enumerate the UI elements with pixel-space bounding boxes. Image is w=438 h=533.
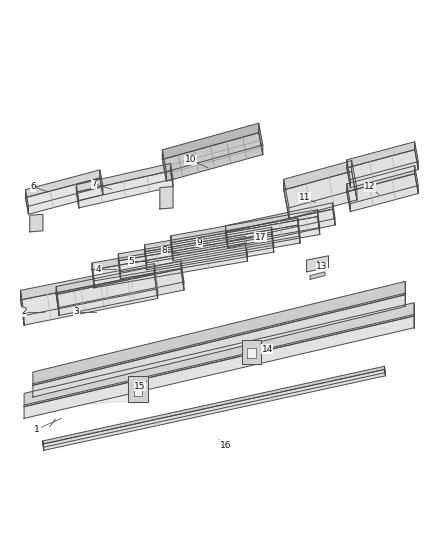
Text: 17: 17 bbox=[255, 233, 266, 241]
Text: 4: 4 bbox=[96, 265, 101, 273]
Polygon shape bbox=[134, 384, 142, 396]
Polygon shape bbox=[298, 218, 300, 243]
Text: 14: 14 bbox=[261, 345, 273, 353]
Polygon shape bbox=[333, 203, 335, 225]
Polygon shape bbox=[347, 184, 350, 212]
Text: 15: 15 bbox=[134, 382, 146, 391]
Polygon shape bbox=[347, 160, 350, 188]
Polygon shape bbox=[118, 234, 274, 279]
Polygon shape bbox=[272, 227, 274, 252]
Polygon shape bbox=[307, 256, 328, 272]
Polygon shape bbox=[247, 348, 256, 358]
Polygon shape bbox=[77, 164, 171, 192]
Polygon shape bbox=[347, 166, 415, 192]
Polygon shape bbox=[56, 287, 59, 316]
Text: 13: 13 bbox=[316, 262, 328, 271]
Polygon shape bbox=[100, 170, 103, 195]
Polygon shape bbox=[162, 133, 263, 181]
Polygon shape bbox=[43, 369, 385, 450]
Polygon shape bbox=[226, 225, 228, 248]
Polygon shape bbox=[145, 245, 147, 270]
Polygon shape bbox=[118, 254, 120, 279]
Polygon shape bbox=[21, 264, 154, 300]
Text: 8: 8 bbox=[161, 246, 167, 255]
Polygon shape bbox=[259, 123, 263, 155]
Polygon shape bbox=[77, 185, 79, 208]
Polygon shape bbox=[25, 170, 100, 198]
Polygon shape bbox=[162, 150, 166, 181]
Polygon shape bbox=[154, 264, 158, 298]
Polygon shape bbox=[284, 171, 357, 219]
Polygon shape bbox=[347, 150, 418, 188]
Polygon shape bbox=[77, 171, 173, 208]
Polygon shape bbox=[21, 273, 158, 325]
Polygon shape bbox=[318, 209, 320, 235]
Polygon shape bbox=[415, 166, 418, 193]
Polygon shape bbox=[347, 142, 415, 168]
Polygon shape bbox=[30, 214, 43, 232]
Polygon shape bbox=[284, 160, 352, 190]
Polygon shape bbox=[162, 123, 259, 159]
Text: 16: 16 bbox=[220, 441, 231, 449]
Polygon shape bbox=[92, 263, 94, 288]
Polygon shape bbox=[284, 179, 289, 219]
Polygon shape bbox=[33, 281, 405, 385]
Polygon shape bbox=[24, 316, 414, 418]
Polygon shape bbox=[33, 295, 405, 397]
Polygon shape bbox=[56, 269, 184, 316]
Polygon shape bbox=[171, 164, 173, 187]
Polygon shape bbox=[128, 376, 148, 402]
Polygon shape bbox=[145, 225, 300, 270]
Text: 7: 7 bbox=[91, 180, 97, 188]
Polygon shape bbox=[92, 243, 247, 288]
Polygon shape bbox=[171, 236, 173, 261]
Polygon shape bbox=[118, 227, 272, 261]
Polygon shape bbox=[415, 142, 418, 169]
Polygon shape bbox=[56, 261, 181, 295]
Text: 2: 2 bbox=[21, 308, 27, 316]
Polygon shape bbox=[352, 160, 357, 200]
Polygon shape bbox=[145, 218, 298, 252]
Polygon shape bbox=[21, 290, 24, 325]
Polygon shape bbox=[24, 303, 414, 407]
Text: 3: 3 bbox=[74, 308, 80, 316]
Polygon shape bbox=[181, 261, 184, 290]
Text: 6: 6 bbox=[30, 182, 36, 191]
Polygon shape bbox=[25, 178, 103, 214]
Polygon shape bbox=[43, 366, 385, 444]
Polygon shape bbox=[226, 209, 335, 248]
Text: 10: 10 bbox=[185, 156, 196, 164]
Polygon shape bbox=[171, 209, 318, 243]
Text: 1: 1 bbox=[34, 425, 40, 433]
Text: 9: 9 bbox=[196, 238, 202, 247]
Polygon shape bbox=[310, 272, 325, 279]
Text: 12: 12 bbox=[364, 182, 376, 191]
Polygon shape bbox=[43, 441, 44, 450]
Polygon shape bbox=[171, 216, 320, 261]
Polygon shape bbox=[24, 389, 140, 418]
Polygon shape bbox=[25, 190, 28, 214]
Polygon shape bbox=[245, 236, 247, 261]
Polygon shape bbox=[92, 236, 245, 270]
Polygon shape bbox=[226, 203, 333, 232]
Polygon shape bbox=[160, 187, 173, 209]
Text: 5: 5 bbox=[128, 257, 134, 265]
Polygon shape bbox=[242, 340, 261, 364]
Polygon shape bbox=[347, 174, 418, 212]
Text: 11: 11 bbox=[299, 193, 310, 201]
